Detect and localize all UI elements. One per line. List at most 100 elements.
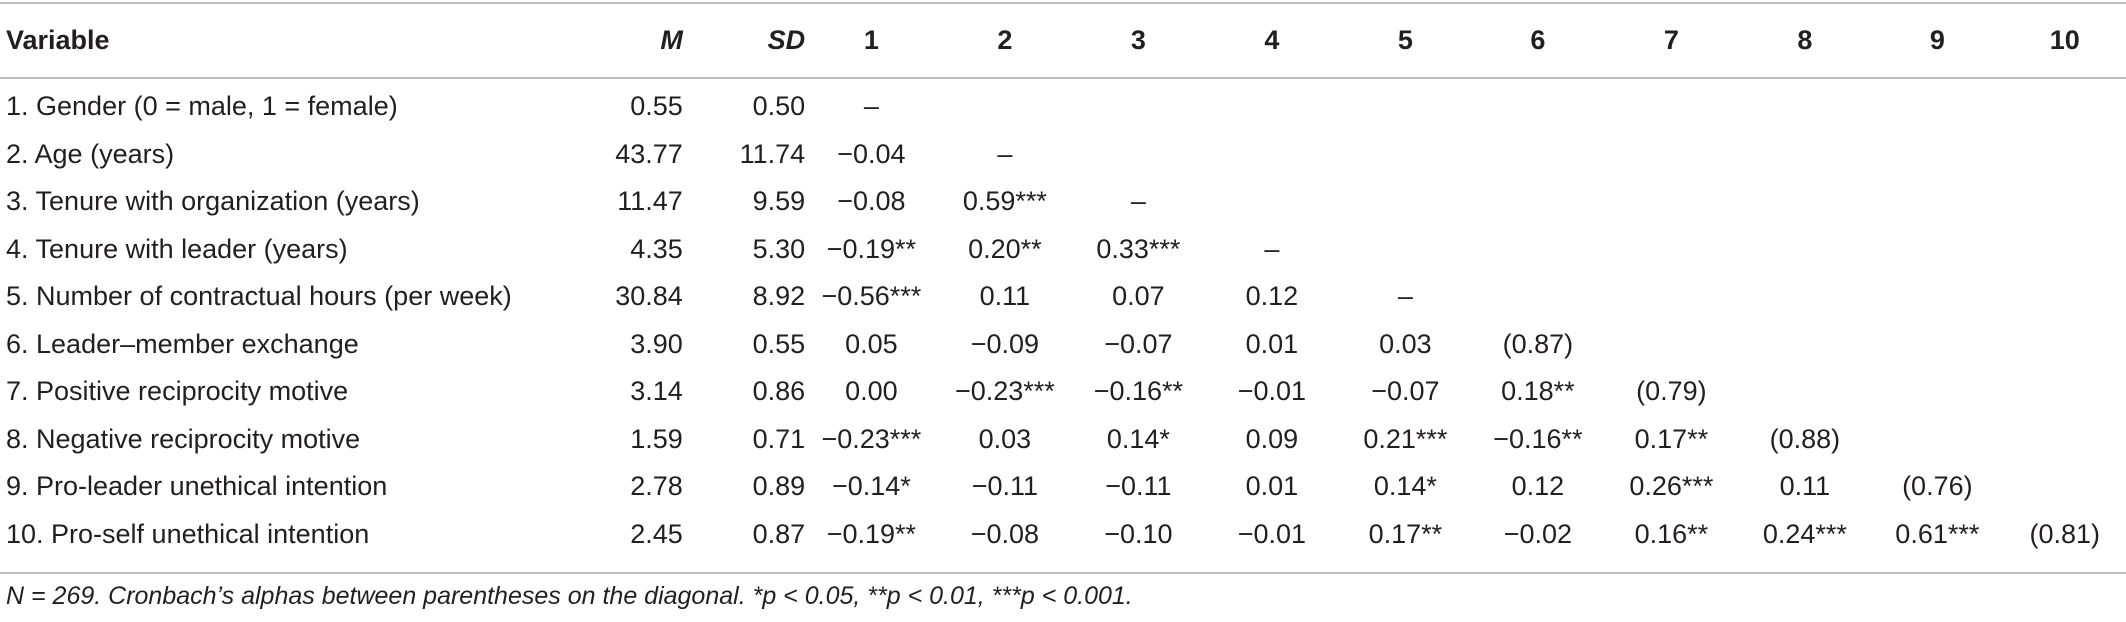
table-row: 4. Tenure with leader (years) 4.35 5.30 −0.… [0, 226, 2126, 274]
correlation-cell [1739, 178, 1871, 226]
correlation-cell [1205, 77, 1340, 131]
correlation-cell: 0.01 [1245, 471, 1299, 502]
correlation-cell [1072, 77, 1204, 131]
header-mean: M [660, 25, 683, 55]
correlation-cell: 0.33*** [1096, 233, 1181, 264]
correlation-cell [2004, 131, 2126, 179]
mean-cell: 3.14 [630, 376, 683, 407]
correlation-cell: −0.07 [1371, 376, 1440, 407]
correlation-cell: −0.01 [1237, 376, 1307, 407]
correlation-cell: −0.02 [1503, 518, 1573, 549]
correlation-cell: 0.07 [1112, 281, 1165, 312]
correlation-cell: 0.61*** [1895, 518, 1980, 549]
sd-cell: 0.50 [752, 91, 806, 122]
mean-cell: 30.84 [615, 281, 683, 312]
correlation-cell: 0.03 [1379, 328, 1432, 359]
correlation-cell: −0.16** [1093, 376, 1184, 407]
correlation-cell: (0.88) [1769, 423, 1841, 454]
correlation-cell: 0.00 [845, 376, 898, 407]
correlation-table: Variable M SD 1 2 3 4 5 6 7 8 9 10 1. Ge… [0, 4, 2126, 558]
correlation-cell: −0.56*** [821, 281, 922, 312]
correlation-cell: −0.07 [1104, 328, 1173, 359]
correlation-cell [2004, 416, 2126, 464]
variable-name-cell: 10. Pro-self unethical intention [6, 518, 370, 549]
correlation-cell [1739, 131, 1871, 179]
correlation-cell [1604, 273, 1739, 321]
correlation-cell: (0.79) [1636, 376, 1707, 407]
correlation-cell: 0.18** [1501, 376, 1575, 407]
variable-name-cell: 9. Pro-leader unethical intention [6, 471, 388, 502]
correlation-cell [1339, 226, 1471, 274]
table-top-rule [0, 2, 2126, 4]
correlation-cell: 0.20** [968, 233, 1042, 264]
correlation-cell: 0.01 [1245, 328, 1299, 359]
correlation-cell [1472, 77, 1604, 131]
correlation-cell: 0.11 [1779, 471, 1831, 502]
correlation-cell [1871, 321, 2003, 369]
correlation-cell [1472, 178, 1604, 226]
correlation-cell: −0.19** [826, 233, 917, 264]
table-row: 6. Leader–member exchange 3.90 0.55 0.05 −0.… [0, 321, 2126, 369]
correlation-cell [1871, 77, 2003, 131]
table-row: 1. Gender (0 = male, 1 = female) 0.55 0.50… [0, 77, 2126, 131]
correlation-cell [1739, 273, 1871, 321]
header-col-5: 5 [1397, 25, 1413, 55]
header-sd: SD [767, 25, 806, 55]
correlation-cell: −0.04 [837, 138, 906, 169]
table-bottom-rule [0, 572, 2126, 574]
correlation-cell [1871, 273, 2003, 321]
correlation-cell [1339, 77, 1471, 131]
correlation-cell: 0.21*** [1363, 423, 1448, 454]
correlation-cell: – [997, 138, 1013, 169]
correlation-cell [1604, 131, 1739, 179]
correlation-cell [1472, 226, 1604, 274]
table-footnote: N = 269. Cronbach’s alphas between paren… [6, 582, 1133, 610]
table-body: 1. Gender (0 = male, 1 = female) 0.55 0.50… [0, 77, 2126, 558]
header-col-8: 8 [1797, 25, 1813, 55]
header-col-4: 4 [1264, 25, 1280, 55]
correlation-cell: 0.16** [1634, 518, 1709, 549]
correlation-cell: 0.14* [1373, 471, 1437, 502]
correlation-cell: 0.14* [1106, 423, 1170, 454]
sd-cell: 5.30 [752, 233, 806, 264]
correlation-cell [1871, 368, 2003, 416]
correlation-cell [1739, 226, 1871, 274]
correlation-cell [1871, 416, 2003, 464]
sd-cell: 0.87 [752, 518, 806, 549]
sd-cell: 0.71 [752, 423, 806, 454]
mean-cell: 2.45 [630, 518, 683, 549]
correlation-cell [2004, 226, 2126, 274]
correlation-cell: – [863, 91, 879, 122]
variable-name-cell: 7. Positive reciprocity motive [6, 376, 349, 407]
mean-cell: 0.55 [630, 91, 683, 122]
variable-name-cell: 2. Age (years) [6, 138, 175, 169]
correlation-cell: −0.10 [1104, 518, 1173, 549]
header-col-9: 9 [1929, 25, 1945, 55]
correlation-cell [1472, 131, 1604, 179]
correlation-cell: −0.08 [837, 186, 906, 217]
correlation-cell: 0.12 [1245, 281, 1299, 312]
table-row: 3. Tenure with organization (years) 11.47… [0, 178, 2126, 226]
correlation-cell: 0.03 [978, 423, 1032, 454]
correlation-cell: – [1264, 233, 1280, 264]
mean-cell: 11.47 [617, 186, 683, 217]
correlation-cell: −0.09 [970, 328, 1040, 359]
table-row: 8. Negative reciprocity motive 1.59 0.71 −0… [0, 416, 2126, 464]
correlation-cell: −0.23*** [821, 423, 922, 454]
header-col-3: 3 [1130, 25, 1146, 55]
variable-name-cell: 3. Tenure with organization (years) [6, 186, 420, 217]
correlation-cell: 0.05 [845, 328, 898, 359]
correlation-cell [2004, 273, 2126, 321]
correlation-cell: – [1397, 281, 1413, 312]
correlation-cell: −0.11 [1105, 471, 1172, 502]
correlation-cell [1739, 368, 1871, 416]
correlation-cell: 0.59*** [962, 186, 1047, 217]
correlation-cell: −0.08 [970, 518, 1040, 549]
correlation-cell [1739, 77, 1871, 131]
table-row: 7. Positive reciprocity motive 3.14 0.86 0.… [0, 368, 2126, 416]
correlation-cell: −0.23*** [954, 376, 1055, 407]
correlation-cell: 0.24*** [1762, 518, 1847, 549]
correlation-cell: 0.12 [1511, 471, 1565, 502]
correlation-cell: (0.76) [1902, 471, 1973, 502]
correlation-cell [1739, 321, 1871, 369]
